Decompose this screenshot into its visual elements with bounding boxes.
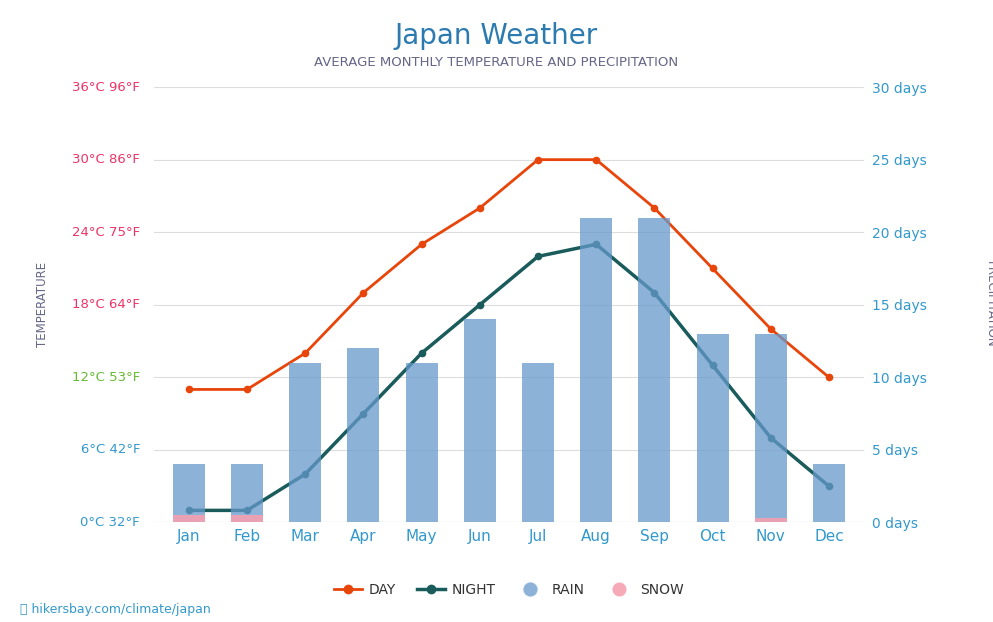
Text: 36°C 96°F: 36°C 96°F [72, 81, 140, 93]
Y-axis label: PRECIPITATION: PRECIPITATION [983, 261, 993, 348]
Bar [348, 348, 379, 522]
Bar [638, 218, 670, 522]
Bar [405, 363, 438, 522]
Bar [755, 334, 786, 522]
Bar [580, 218, 613, 522]
Y-axis label: TEMPERATURE: TEMPERATURE [36, 262, 49, 347]
Bar [813, 465, 845, 522]
Bar [231, 465, 263, 522]
Text: 24°C 75°F: 24°C 75°F [71, 226, 140, 239]
Text: ⧗ hikersbay.com/climate/japan: ⧗ hikersbay.com/climate/japan [20, 603, 211, 616]
Text: 6°C 42°F: 6°C 42°F [80, 443, 140, 457]
Bar [289, 363, 321, 522]
Text: 18°C 64°F: 18°C 64°F [72, 299, 140, 311]
Text: Japan Weather: Japan Weather [395, 22, 598, 50]
Text: 0°C 32°F: 0°C 32°F [80, 516, 140, 529]
Bar [231, 515, 263, 522]
Legend: DAY, NIGHT, RAIN, SNOW: DAY, NIGHT, RAIN, SNOW [329, 577, 689, 603]
Bar [173, 465, 205, 522]
Bar [522, 363, 554, 522]
Bar [697, 334, 729, 522]
Text: 12°C 53°F: 12°C 53°F [71, 371, 140, 384]
Text: 30°C 86°F: 30°C 86°F [72, 153, 140, 166]
Text: AVERAGE MONTHLY TEMPERATURE AND PRECIPITATION: AVERAGE MONTHLY TEMPERATURE AND PRECIPIT… [315, 56, 678, 69]
Bar [173, 515, 205, 522]
Bar [464, 319, 496, 522]
Bar [755, 518, 786, 522]
